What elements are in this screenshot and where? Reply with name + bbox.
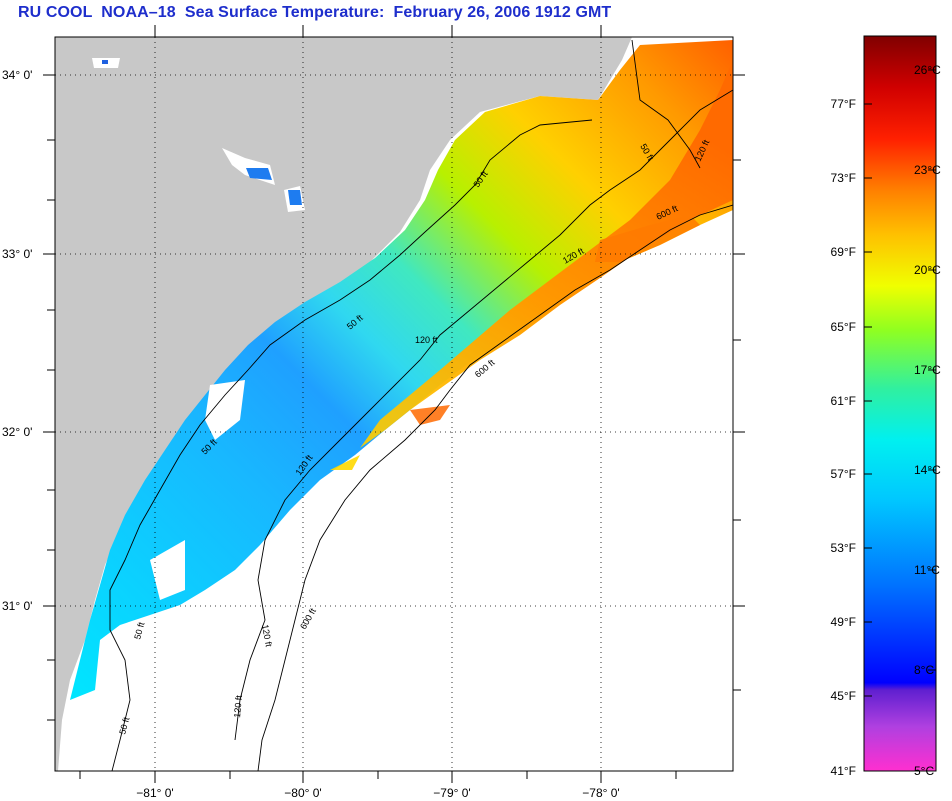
colorbar-label-fahrenheit: 41°F bbox=[831, 764, 856, 778]
colorbar-label-celsius: 11°C bbox=[914, 563, 940, 577]
contour-600ft bbox=[257, 204, 733, 771]
lake bbox=[102, 60, 108, 64]
lake bbox=[246, 168, 272, 180]
warm-patch bbox=[595, 215, 700, 262]
contour-label: 120 ft bbox=[232, 694, 244, 718]
estuary bbox=[205, 380, 245, 440]
lon-label-81: −81° 0' bbox=[136, 786, 173, 800]
graticule bbox=[55, 37, 733, 771]
estuary bbox=[150, 540, 185, 600]
colorbar-label-celsius: 5°C bbox=[914, 764, 934, 778]
land bbox=[55, 37, 632, 771]
lon-label-80: −80° 0' bbox=[284, 786, 321, 800]
colorbar-label-fahrenheit: 57°F bbox=[831, 467, 856, 481]
lat-label-34: 34° 0' bbox=[2, 68, 32, 82]
colorbar-label-fahrenheit: 49°F bbox=[831, 615, 856, 629]
axis-ticks bbox=[43, 25, 745, 783]
lon-label-78: −78° 0' bbox=[582, 786, 619, 800]
colorbar-ticks bbox=[864, 69, 936, 772]
lake bbox=[288, 190, 302, 205]
colorbar-label-fahrenheit: 45°F bbox=[831, 689, 856, 703]
colorbar-label-celsius: 17°C bbox=[914, 363, 941, 377]
lat-label-33: 33° 0' bbox=[2, 247, 32, 261]
colorbar-label-fahrenheit: 61°F bbox=[831, 394, 856, 408]
lat-label-31: 31° 0' bbox=[2, 599, 32, 613]
contour-label: 120 ft bbox=[260, 624, 274, 648]
colorbar-label-fahrenheit: 69°F bbox=[831, 245, 856, 259]
gulf-stream-band bbox=[360, 60, 733, 448]
lon-label-79: −79° 0' bbox=[433, 786, 470, 800]
colorbar-label-fahrenheit: 53°F bbox=[831, 541, 856, 555]
bathymetry-contours bbox=[109, 39, 733, 771]
colorbar-label-celsius: 23°C bbox=[914, 163, 941, 177]
colorbar-label-fahrenheit: 73°F bbox=[831, 171, 856, 185]
lat-label-32: 32° 0' bbox=[2, 425, 32, 439]
sst-swath bbox=[70, 40, 733, 700]
map-frame bbox=[54, 36, 734, 772]
colorbar-label-celsius: 14°C bbox=[914, 463, 941, 477]
map-title: RU COOL NOAA–18 Sea Surface Temperature:… bbox=[18, 4, 612, 21]
colorbar-label-fahrenheit: 77°F bbox=[831, 97, 856, 111]
contour-120ft bbox=[234, 89, 733, 741]
contour-50ft bbox=[631, 39, 701, 169]
contour-label: 50 ft bbox=[132, 621, 146, 641]
contour-label: 50 ft bbox=[117, 716, 131, 736]
colorbar bbox=[863, 35, 937, 772]
colorbar-label-fahrenheit: 65°F bbox=[831, 320, 856, 334]
warm-patch bbox=[330, 455, 360, 470]
colorbar-label-celsius: 20°C bbox=[914, 263, 941, 277]
contour-50ft bbox=[109, 119, 593, 771]
colorbar-label-celsius: 8°C bbox=[914, 663, 934, 677]
colorbar-label-celsius: 26°C bbox=[914, 63, 941, 77]
contour-label: 120 ft bbox=[415, 335, 438, 345]
